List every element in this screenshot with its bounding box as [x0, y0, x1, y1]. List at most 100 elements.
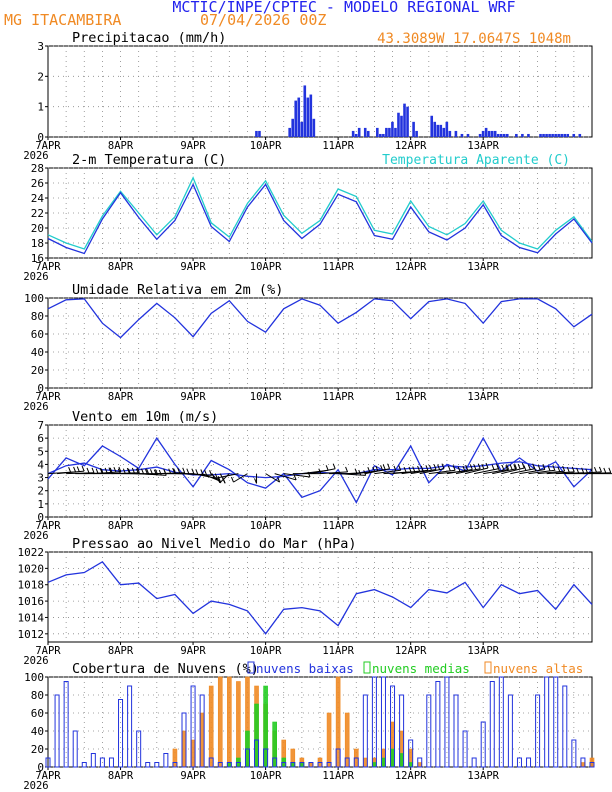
- precip-bar: [376, 127, 379, 137]
- y-tick-label: 3: [37, 40, 44, 53]
- wind-barb-flag: [505, 465, 509, 471]
- wind-barb-flag: [109, 467, 113, 473]
- wind-barb-flag: [204, 469, 208, 476]
- precip-bar: [539, 133, 542, 137]
- x-tick-label: 11APR: [322, 261, 354, 273]
- wind-barb-flag: [603, 467, 607, 474]
- precip-bar: [563, 133, 566, 137]
- wind-barb-flag: [387, 463, 391, 469]
- cloud-bar-nuvens-baixas: [127, 685, 133, 768]
- cloud-bar-nuvens-baixas: [553, 676, 559, 768]
- wind-barb-flag: [195, 469, 199, 475]
- cloud-bar-nuvens-baixas: [444, 676, 450, 768]
- panel-title: Cobertura de Nuvens (%): [72, 661, 259, 677]
- y-tick-label: 1: [37, 101, 44, 114]
- precip-bar: [499, 133, 503, 137]
- precip-bar: [454, 130, 458, 137]
- wind-barb-flag: [452, 465, 456, 471]
- cloud-bar-nuvens-altas: [217, 676, 223, 768]
- cloud-bar-nuvens-baixas: [136, 730, 142, 768]
- precip-bar: [309, 94, 313, 137]
- wind-barb-flag: [420, 465, 424, 472]
- wind-barb-flag: [177, 467, 181, 474]
- cloud-bar-nuvens-baixas: [326, 762, 332, 768]
- cloud-bar-nuvens-baixas: [462, 730, 468, 768]
- wind-barb-flag: [513, 464, 517, 471]
- wind-barb-flag: [144, 468, 148, 475]
- wind-barb: [219, 473, 230, 484]
- y-tick-label: 0: [37, 761, 44, 774]
- cloud-bar-nuvens-baixas: [226, 762, 232, 768]
- precip-bar: [557, 133, 560, 137]
- x-tick-label: 10APR: [250, 520, 282, 532]
- precip-bar: [442, 127, 446, 137]
- precip-bar: [400, 115, 403, 137]
- precip-bar: [505, 133, 509, 137]
- wind-barb: [528, 469, 555, 475]
- x-tick-label: 8APR: [108, 391, 134, 403]
- panel-clouds: 0 20 40 60 80 100 7APR 8APR 9APR 10APR 11APR 12APR 1…: [23, 661, 595, 792]
- year-label: 2026: [23, 780, 48, 792]
- cloud-bar-nuvens-baixas: [544, 676, 550, 768]
- panel-title: Vento em 10m (m/s): [72, 409, 218, 425]
- cloud-bar-nuvens-baixas: [208, 757, 214, 768]
- cloud-bar-nuvens-medias: [272, 721, 277, 768]
- cloud-bar-nuvens-baixas: [507, 694, 513, 768]
- wind-barb: [546, 471, 575, 475]
- cloud-bar-nuvens-altas: [417, 762, 423, 768]
- y-tick-label: 22: [31, 207, 44, 220]
- legend-swatch: [363, 661, 371, 674]
- cloud-bar-nuvens-baixas: [562, 685, 568, 768]
- wind-barb-flag: [186, 468, 190, 474]
- wind-barb-flag: [457, 466, 461, 472]
- cloud-bar-nuvens-baixas: [516, 757, 522, 768]
- y-tick-label: 28: [31, 162, 44, 175]
- wind-barb-flag: [412, 466, 416, 472]
- x-tick-label: 8APR: [108, 520, 134, 532]
- cloud-bar-nuvens-medias: [399, 753, 404, 768]
- wind-barb-flag: [496, 465, 500, 472]
- wind-barb-flag: [91, 467, 95, 473]
- cloud-bar-nuvens-medias: [299, 762, 305, 768]
- wind-barb: [455, 468, 481, 475]
- y-tick-label: 80: [31, 689, 44, 702]
- x-tick-label: 7APR: [35, 770, 61, 782]
- precip-bar: [439, 124, 443, 137]
- x-tick-label: 8APR: [108, 645, 134, 657]
- wind-barb: [446, 468, 473, 475]
- y-tick-label: 100: [24, 671, 44, 684]
- cloud-bar-nuvens-baixas: [145, 762, 151, 768]
- wind-barb: [410, 468, 437, 475]
- precip-bar: [515, 133, 518, 137]
- precip-bar: [363, 127, 367, 137]
- cloud-bar-nuvens-baixas: [108, 757, 114, 768]
- precip-bar: [382, 133, 385, 137]
- y-tick-label: 1012: [18, 628, 45, 641]
- wind-barb-flag: [441, 463, 445, 469]
- wind-barb-flag: [254, 478, 257, 484]
- wind-barb-flag: [527, 464, 531, 470]
- precip-bar: [484, 127, 488, 137]
- x-tick-label: 11APR: [322, 140, 354, 152]
- wind-barb-flag: [158, 469, 162, 476]
- wind-barb-flag: [506, 464, 510, 470]
- precip-bar: [258, 130, 261, 137]
- wind-barb-flag: [191, 468, 195, 474]
- precip-bar: [397, 112, 400, 137]
- wind-barb-flag: [509, 464, 513, 470]
- cloud-bar-nuvens-medias: [408, 762, 413, 768]
- cloud-bar-nuvens-baixas: [90, 753, 96, 768]
- wind-barb-flag: [557, 466, 561, 472]
- precip-bar: [351, 130, 355, 137]
- cloud-bar-nuvens-altas: [181, 730, 187, 768]
- wind-barb-flag: [182, 467, 186, 473]
- wind-barb-flag: [325, 465, 329, 471]
- panel-title: Umidade Relativa em 2m (%): [72, 282, 283, 298]
- x-tick-label: 12APR: [395, 520, 427, 532]
- cloud-bar-nuvens-baixas: [390, 685, 396, 768]
- x-tick-label: 7APR: [35, 140, 61, 152]
- wind-barb-flag: [131, 467, 135, 474]
- x-tick-label: 12APR: [395, 770, 427, 782]
- cloud-bar-nuvens-baixas: [54, 694, 60, 768]
